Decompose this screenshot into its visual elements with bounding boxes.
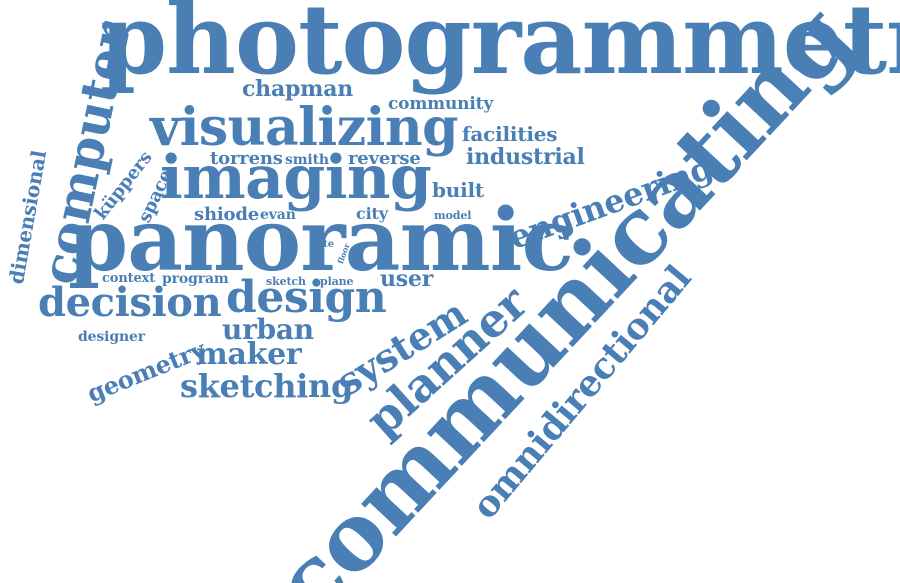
word-industrial: industrial [466,144,585,170]
word-community: community [388,94,494,114]
word-facilities: facilities [462,122,558,146]
word-user: user [380,266,434,292]
word-plane: plane [320,275,354,288]
word-smith: smith [285,152,329,168]
word-torrens: torrens [210,148,283,169]
word-design: design [226,272,387,323]
word-decision: decision [38,279,222,326]
word-sketching: sketching [180,367,353,405]
word-city: city [356,204,388,223]
word-context: context [102,271,156,286]
word-photogrammetry: photogrammetry [100,0,900,96]
word-panoramic: panoramic [68,190,574,291]
word-built: built [432,178,484,202]
word-shiode: shiode [194,204,260,225]
word-chapman: chapman [242,76,354,102]
word-designer: designer [78,329,146,345]
word-site: site [314,239,335,250]
word-evan: evan [260,207,296,223]
word-model: model [434,209,472,222]
word-reverse: reverse [348,148,421,169]
word-maker: maker [196,337,302,372]
word-sketch: sketch [266,275,306,288]
word-program: program [162,271,229,287]
word-urban: urban [222,313,314,346]
word-imaging: imaging [160,143,432,213]
word-visualizing: visualizing [150,97,459,158]
